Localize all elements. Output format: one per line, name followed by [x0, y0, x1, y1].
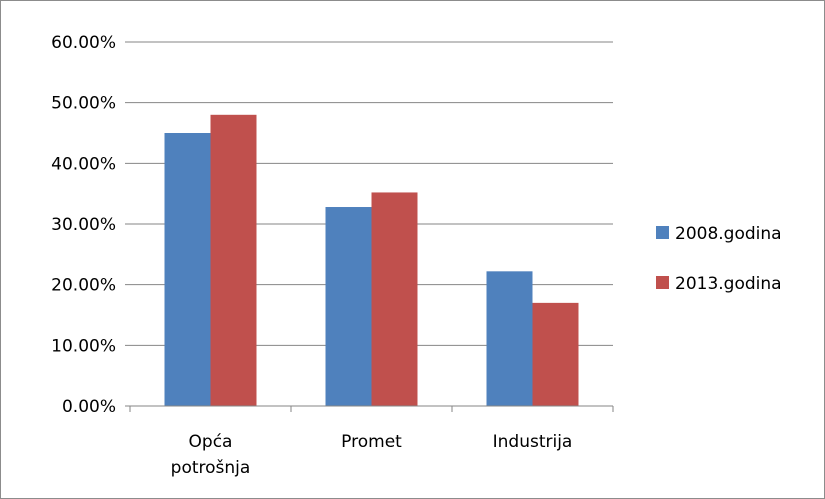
y-tick-label: 10.00%	[51, 336, 116, 356]
bar-2008.godina-1	[325, 207, 372, 406]
y-tick-label: 30.00%	[51, 215, 116, 235]
y-tick-label: 60.00%	[51, 33, 116, 53]
legend-swatch	[656, 226, 669, 239]
x-axis-tick-labels: Opća potrošnja Promet Industrija	[171, 432, 573, 478]
y-axis-tick-labels: 0.00% 10.00% 20.00% 30.00% 40.00% 50.00% 60.00…	[51, 33, 116, 417]
legend-swatch	[656, 276, 669, 289]
x-tick-label: potrošnja	[171, 458, 251, 478]
x-tick-label: Promet	[341, 432, 402, 452]
y-tick-label: 50.00%	[51, 94, 116, 114]
legend-label: 2008.godina	[675, 224, 782, 244]
x-tick-label: Industrija	[493, 432, 573, 452]
bar-2008.godina-2	[486, 271, 533, 406]
bars	[164, 114, 579, 407]
y-tick-label: 20.00%	[51, 276, 116, 296]
bar-2013.godina-1	[371, 192, 418, 406]
legend-label: 2013.godina	[675, 274, 782, 294]
legend: 2008.godina 2013.godina	[656, 224, 782, 294]
x-axis	[125, 405, 614, 412]
x-tick-label: Opća	[189, 432, 233, 452]
bar-2008.godina-0	[164, 133, 211, 406]
y-tick-label: 0.00%	[62, 397, 116, 417]
bar-2013.godina-0	[210, 114, 257, 407]
bar-2013.godina-2	[532, 302, 579, 406]
y-tick-label: 40.00%	[51, 154, 116, 174]
